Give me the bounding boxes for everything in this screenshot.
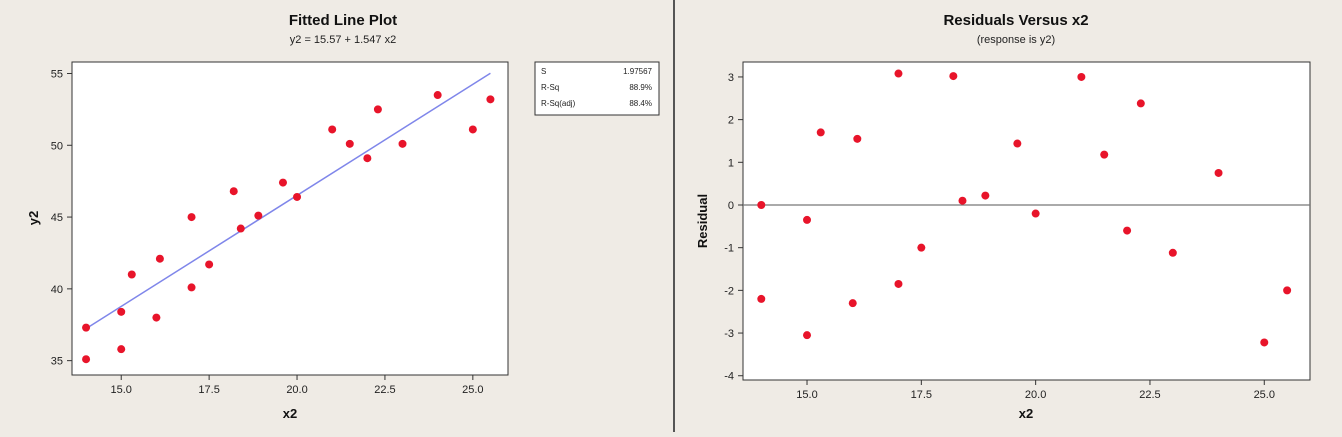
data-point — [187, 283, 196, 292]
y-tick-label: 40 — [51, 284, 63, 296]
data-point — [127, 270, 136, 279]
chart-title: Residuals Versus x2 — [943, 12, 1088, 29]
data-point — [82, 355, 91, 364]
fitted-line-plot: Fitted Line Plot y2 = 15.57 + 1.547 x2 1… — [26, 12, 660, 421]
y-tick-label: -2 — [724, 285, 734, 297]
y-tick-label: -4 — [724, 371, 734, 383]
legend-rsq-adj-label: R-Sq(adj) — [541, 99, 576, 108]
data-point — [1283, 286, 1292, 295]
chart-subtitle: y2 = 15.57 + 1.547 x2 — [290, 34, 396, 46]
y-axis-label: Residual — [695, 194, 710, 248]
stats-legend-box — [534, 61, 660, 116]
x-tick-label: 22.5 — [374, 384, 395, 396]
y-tick-label: 45 — [51, 212, 63, 224]
y-tick-label: -1 — [724, 243, 734, 255]
panel-divider — [673, 0, 675, 432]
data-point — [398, 139, 407, 148]
residuals-versus-x2-plot: Residuals Versus x2 (response is y2) 15.… — [695, 12, 1311, 421]
chart-title: Fitted Line Plot — [289, 12, 397, 29]
data-point — [117, 307, 126, 316]
data-point — [345, 139, 354, 148]
x-tick-label: 17.5 — [198, 384, 219, 396]
data-point — [1100, 150, 1109, 159]
x-tick-label: 15.0 — [111, 384, 132, 396]
data-point — [363, 154, 372, 163]
plot-area — [71, 61, 509, 376]
data-point — [894, 69, 903, 78]
data-point — [757, 200, 766, 209]
stats-legend: S 1.97567 R-Sq 88.9% R-Sq(adj) 88.4% — [534, 61, 660, 116]
plot-area — [742, 61, 1311, 381]
data-point — [1136, 99, 1145, 108]
data-point — [152, 313, 161, 322]
legend-s-label: S — [541, 67, 546, 76]
data-point — [82, 323, 91, 332]
data-point — [1168, 248, 1177, 257]
data-point — [757, 294, 766, 303]
data-point — [1031, 209, 1040, 218]
data-point — [958, 196, 967, 205]
data-point — [486, 95, 495, 104]
legend-rsq-value: 88.9% — [629, 83, 652, 92]
data-point — [236, 224, 245, 233]
y-tick-label: 2 — [728, 115, 734, 127]
data-point — [229, 187, 238, 196]
data-point — [328, 125, 337, 134]
data-point — [803, 331, 812, 340]
x-tick-label: 17.5 — [911, 389, 932, 401]
data-point — [853, 134, 862, 143]
data-point — [254, 211, 263, 220]
x-axis-label: x2 — [1019, 406, 1033, 421]
x-tick-label: 20.0 — [1025, 389, 1046, 401]
data-point — [917, 243, 926, 252]
x-tick-label: 22.5 — [1139, 389, 1160, 401]
data-point — [468, 125, 477, 134]
y-tick-label: 35 — [51, 356, 63, 368]
residuals-plot-panel: Residuals Versus x2 (response is y2) 15.… — [676, 0, 1342, 432]
legend-rsq-label: R-Sq — [541, 83, 559, 92]
x-axis-label: x2 — [283, 406, 297, 421]
legend-rsq-adj-value: 88.4% — [629, 99, 652, 108]
x-tick-label: 25.0 — [462, 384, 483, 396]
x-tick-label: 15.0 — [796, 389, 817, 401]
data-point — [816, 128, 825, 137]
data-point — [433, 91, 442, 100]
data-point — [949, 72, 958, 81]
y-tick-label: 55 — [51, 68, 63, 80]
data-point — [848, 299, 857, 308]
y-tick-label: -3 — [724, 328, 734, 340]
y-tick-label: 1 — [728, 157, 734, 169]
data-point — [1123, 226, 1132, 235]
y-tick-label: 50 — [51, 140, 63, 152]
data-point — [1214, 168, 1223, 177]
fitted-line-plot-panel: Fitted Line Plot y2 = 15.57 + 1.547 x2 1… — [0, 0, 676, 432]
data-point — [278, 178, 287, 187]
x-tick-label: 25.0 — [1254, 389, 1275, 401]
data-point — [1077, 72, 1086, 81]
chart-subtitle: (response is y2) — [977, 34, 1055, 46]
y-tick-label: 3 — [728, 72, 734, 84]
y-axis-label: y2 — [26, 211, 41, 225]
legend-s-value: 1.97567 — [623, 67, 652, 76]
data-point — [1260, 338, 1269, 347]
data-point — [205, 260, 214, 269]
data-point — [293, 192, 302, 201]
data-point — [187, 213, 196, 222]
fitted-regression-line — [85, 72, 491, 330]
data-point — [1013, 139, 1022, 148]
data-point — [117, 345, 126, 354]
y-tick-label: 0 — [728, 200, 734, 212]
data-point — [803, 215, 812, 224]
data-point — [373, 105, 382, 114]
data-point — [894, 279, 903, 288]
x-tick-label: 20.0 — [286, 384, 307, 396]
data-point — [155, 254, 164, 263]
data-point — [981, 191, 990, 200]
